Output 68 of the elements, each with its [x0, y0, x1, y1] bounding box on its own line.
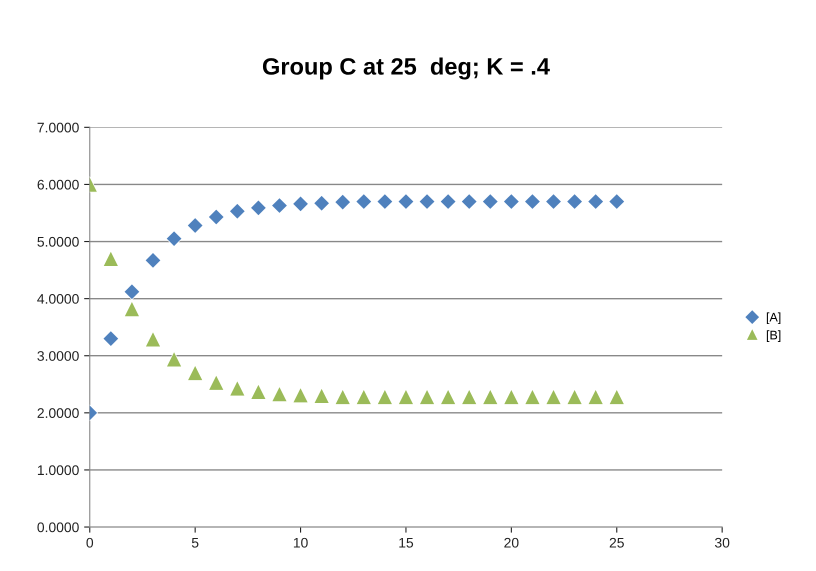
point	[608, 388, 625, 405]
point	[440, 388, 456, 405]
x-tick-label: 5	[192, 538, 198, 548]
legend-label: [A]	[766, 312, 780, 324]
point	[503, 388, 520, 405]
point	[418, 193, 436, 210]
point	[313, 195, 330, 212]
chart-title: Group C at 25 deg; K = .4	[262, 57, 550, 80]
x-tick-label: 20	[504, 538, 519, 548]
point	[186, 217, 204, 234]
point	[546, 388, 562, 405]
point	[376, 388, 393, 405]
point	[292, 387, 309, 404]
y-tick-label: 1.0000	[38, 465, 79, 476]
x-tick-label: 10	[294, 538, 308, 548]
point	[460, 193, 478, 210]
point	[187, 364, 204, 381]
y-tick-label: 5.0000	[37, 236, 79, 247]
point	[124, 300, 140, 317]
x-tick-label: 25	[610, 538, 624, 548]
point	[398, 193, 414, 210]
point	[376, 193, 394, 210]
point	[144, 252, 162, 269]
y-tick-label: 6.0000	[38, 180, 79, 190]
point	[271, 386, 288, 402]
point	[356, 388, 372, 405]
point	[145, 331, 161, 348]
point	[229, 380, 246, 396]
point	[334, 388, 351, 405]
point	[461, 388, 478, 405]
point	[102, 250, 119, 267]
point	[314, 388, 330, 404]
x-tick-label: 30	[714, 538, 730, 548]
y-tick-label: 0.0000	[37, 522, 79, 532]
point	[545, 193, 562, 210]
point	[588, 388, 604, 405]
legend-label: [B]	[766, 330, 780, 342]
point	[124, 284, 140, 300]
point	[419, 388, 436, 405]
point	[398, 388, 414, 405]
y-tick-label: 4.0000	[37, 294, 79, 304]
point	[524, 193, 541, 210]
point	[566, 193, 583, 210]
x-tick-label: 0	[86, 538, 94, 548]
point	[334, 194, 351, 210]
y-tick-label: 3.0000	[37, 351, 79, 361]
point	[440, 193, 456, 210]
point	[587, 193, 604, 210]
point	[102, 330, 120, 347]
point	[208, 374, 224, 391]
y-tick-label: 7.0000	[38, 122, 79, 132]
point	[566, 388, 583, 405]
point	[208, 208, 224, 226]
x-tick-label: 15	[399, 538, 414, 548]
point	[271, 197, 288, 214]
point	[250, 384, 266, 400]
point	[166, 351, 182, 368]
point	[250, 200, 267, 216]
point	[608, 193, 625, 210]
point	[292, 196, 309, 212]
point	[482, 388, 498, 405]
point	[503, 193, 520, 210]
point	[229, 203, 246, 220]
point	[482, 193, 498, 210]
point	[524, 388, 540, 405]
point	[356, 193, 372, 210]
point	[166, 230, 182, 247]
y-tick-label: 2.0000	[38, 408, 79, 418]
